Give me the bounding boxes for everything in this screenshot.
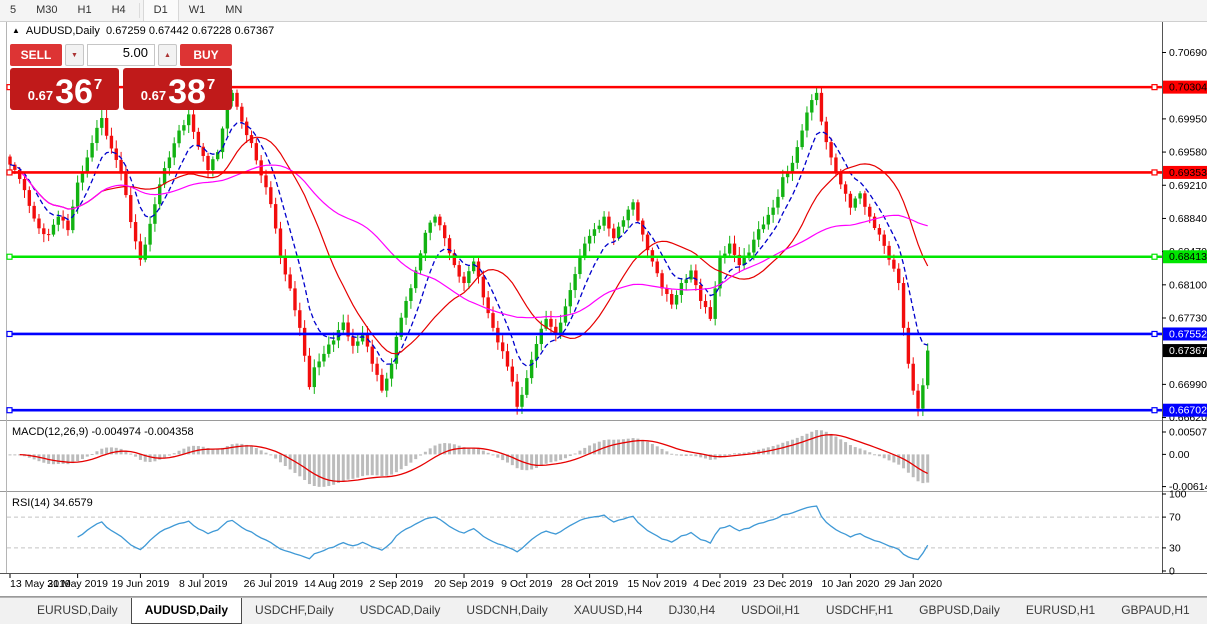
- svg-text:9 Oct 2019: 9 Oct 2019: [501, 578, 553, 590]
- volume-increase-button[interactable]: ▲: [158, 44, 177, 66]
- chart-tab-eurusd-h1[interactable]: EURUSD,H1: [1025, 603, 1096, 617]
- svg-text:0.69580: 0.69580: [1169, 147, 1207, 159]
- svg-text:29 Jan 2020: 29 Jan 2020: [884, 578, 942, 590]
- chart-tab-gbpaud-h1[interactable]: GBPAUD,H1: [1121, 603, 1190, 617]
- svg-text:0.68100: 0.68100: [1169, 279, 1207, 291]
- svg-text:0.66702: 0.66702: [1169, 405, 1207, 417]
- timeframe-button-h1[interactable]: H1: [77, 4, 92, 16]
- svg-text:0.69353: 0.69353: [1169, 167, 1207, 179]
- svg-text:10 Jan 2020: 10 Jan 2020: [822, 578, 880, 590]
- timeframe-toolbar: 5 M30 H1 H4 D1 W1 MN: [0, 0, 1207, 22]
- sell-price-pip: 7: [93, 76, 103, 93]
- macd-indicator-label: MACD(12,26,9) -0.004974 -0.004358: [12, 426, 194, 438]
- buy-price-big: 38: [168, 73, 206, 111]
- svg-text:26 Jul 2019: 26 Jul 2019: [244, 578, 298, 590]
- svg-text:0.69210: 0.69210: [1169, 180, 1207, 192]
- svg-text:70: 70: [1169, 512, 1181, 524]
- rsi-pane: 100 70 30 0: [7, 489, 1187, 578]
- sell-button[interactable]: SELL: [10, 44, 62, 66]
- svg-text:14 Aug 2019: 14 Aug 2019: [304, 578, 363, 590]
- chart-tab-usd[interactable]: USD: [1203, 598, 1207, 624]
- svg-text:28 Oct 2019: 28 Oct 2019: [561, 578, 618, 590]
- macd-pane: 0.005076 0.00 -0.006146: [8, 427, 1207, 493]
- buy-button[interactable]: BUY: [180, 44, 232, 66]
- timeframe-button-m30[interactable]: M30: [36, 4, 58, 16]
- volume-decrease-button[interactable]: ▼: [65, 44, 84, 66]
- timeframe-button-h4[interactable]: H4: [111, 4, 126, 16]
- symbol-tab-bar: EURUSD,Daily AUDUSD,Daily USDCHF,Daily USDC…: [0, 597, 1207, 624]
- sell-price-panel[interactable]: 0.67 36 7: [10, 68, 119, 110]
- pane-frames: [0, 22, 1207, 597]
- chart-tab-audusd-daily[interactable]: AUDUSD,Daily: [130, 598, 243, 624]
- timeframe-button-mn[interactable]: MN: [225, 4, 243, 16]
- svg-text:0.00: 0.00: [1169, 449, 1190, 461]
- svg-text:0: 0: [1169, 566, 1175, 578]
- moving-averages: [9, 122, 929, 367]
- chart-title: ▲ AUDUSD,Daily 0.67259 0.67442 0.67228 0.…: [12, 25, 274, 37]
- svg-text:0.69950: 0.69950: [1169, 113, 1207, 125]
- svg-text:19 Jun 2019: 19 Jun 2019: [112, 578, 170, 590]
- chart-tab-usdchf-h1[interactable]: USDCHF,H1: [825, 603, 894, 617]
- candles-group: [8, 87, 930, 417]
- sell-price-prefix: 0.67: [27, 88, 54, 103]
- buy-price-pip: 7: [206, 76, 216, 93]
- chart-window: 0.70690 0.69950 0.69580 0.69210 0.68840 0.684…: [0, 22, 1207, 597]
- svg-text:0.67367: 0.67367: [1169, 345, 1207, 357]
- chart-tab-dj30-h4[interactable]: DJ30,H4: [668, 603, 716, 617]
- svg-text:23 Dec 2019: 23 Dec 2019: [753, 578, 813, 590]
- svg-text:20 Sep 2019: 20 Sep 2019: [434, 578, 494, 590]
- expand-chart-icon[interactable]: ▲: [12, 26, 20, 35]
- svg-text:0.70690: 0.70690: [1169, 47, 1207, 59]
- svg-text:30: 30: [1169, 542, 1181, 554]
- rsi-indicator-label: RSI(14) 34.6579: [12, 497, 93, 509]
- svg-text:4 Dec 2019: 4 Dec 2019: [693, 578, 747, 590]
- svg-text:0.66990: 0.66990: [1169, 379, 1207, 391]
- chart-ohlc-values: 0.67259 0.67442 0.67228 0.67367: [106, 25, 275, 37]
- chart-tab-xauusd-h4[interactable]: XAUUSD,H4: [573, 603, 643, 617]
- chart-tab-usdchf-daily[interactable]: USDCHF,Daily: [255, 603, 334, 617]
- chart-canvas[interactable]: 0.70690 0.69950 0.69580 0.69210 0.68840 0.684…: [0, 22, 1207, 597]
- chart-tab-usdcad-daily[interactable]: USDCAD,Daily: [359, 603, 441, 617]
- svg-text:0.68413: 0.68413: [1169, 251, 1207, 263]
- timeframe-button-d1[interactable]: D1: [142, 0, 179, 21]
- svg-text:0.70304: 0.70304: [1169, 82, 1207, 94]
- svg-text:2 Sep 2019: 2 Sep 2019: [370, 578, 424, 590]
- svg-text:0.005076: 0.005076: [1169, 427, 1207, 439]
- svg-text:0.68840: 0.68840: [1169, 213, 1207, 225]
- volume-input[interactable]: 5.00: [87, 44, 155, 66]
- chart-tab-eurusd-daily[interactable]: EURUSD,Daily: [37, 603, 118, 617]
- chart-tab-usdoil-h1[interactable]: USDOil,H1: [741, 603, 800, 617]
- svg-text:15 Nov 2019: 15 Nov 2019: [627, 578, 687, 590]
- svg-text:0.67552: 0.67552: [1169, 328, 1207, 340]
- timeframe-button-5[interactable]: 5: [10, 4, 17, 16]
- svg-text:0.67730: 0.67730: [1169, 313, 1207, 325]
- svg-text:13 May 2019: 13 May 2019: [10, 578, 71, 590]
- price-axis[interactable]: 0.70690 0.69950 0.69580 0.69210 0.68840 0.684…: [1162, 47, 1207, 424]
- sell-price-big: 36: [55, 73, 93, 111]
- svg-text:8 Jul 2019: 8 Jul 2019: [179, 578, 228, 590]
- toolbar-divider: [138, 3, 140, 18]
- buy-price-panel[interactable]: 0.67 38 7: [123, 68, 232, 110]
- svg-text:100: 100: [1169, 489, 1187, 501]
- chart-tab-usdcnh-daily[interactable]: USDCNH,Daily: [466, 603, 548, 617]
- chart-tab-gbpusd-daily[interactable]: GBPUSD,Daily: [919, 603, 1000, 617]
- one-click-trading-panel: SELL ▼ 5.00 ▲ BUY 0.67 36 7 0.67 38 7: [10, 44, 232, 110]
- buy-price-prefix: 0.67: [140, 88, 167, 103]
- svg-text:-0.006146: -0.006146: [1169, 481, 1207, 493]
- svg-text:31 May 2019: 31 May 2019: [47, 578, 108, 590]
- chart-symbol-label: AUDUSD,Daily: [25, 25, 100, 37]
- timeframe-button-w1[interactable]: W1: [188, 4, 206, 16]
